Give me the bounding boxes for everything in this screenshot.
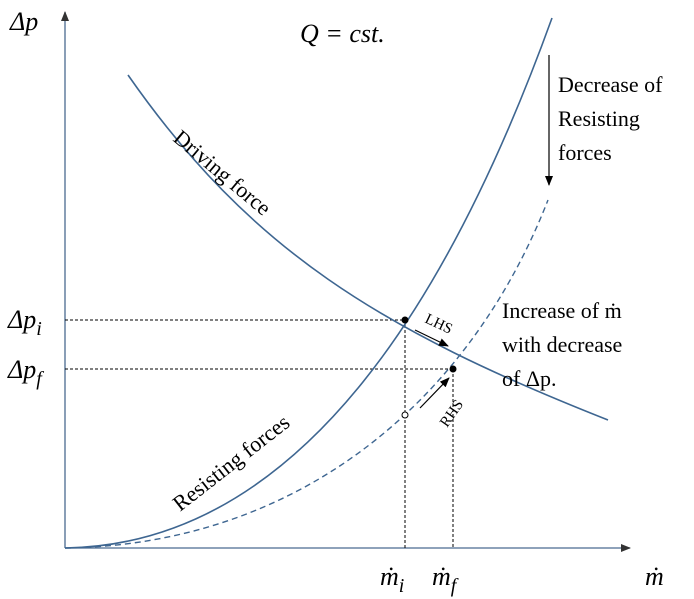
lhs-arrow <box>414 329 449 347</box>
title: Q = cst. <box>300 19 385 48</box>
dp-i-label: Δpi <box>7 305 42 340</box>
decrease-line: Decrease of <box>558 72 663 97</box>
guides <box>65 319 454 548</box>
y-axis-label: Δp <box>9 7 38 36</box>
point-final <box>449 365 457 373</box>
rhs-arrow <box>419 377 450 409</box>
increase-line: of Δp. <box>502 366 556 391</box>
driving-label: Driving force <box>169 125 276 221</box>
m-f-label: ṁf <box>432 562 459 597</box>
decrease-line: forces <box>558 140 612 165</box>
m-i-label: ṁi <box>380 562 404 597</box>
decrease-line: Resisting <box>558 106 640 131</box>
increase-line: with decrease <box>502 332 622 357</box>
resisting-curve <box>64 17 553 549</box>
dp-f-label: Δpf <box>7 355 44 390</box>
lhs-label: LHS <box>422 311 454 337</box>
point-initial <box>401 316 409 324</box>
x-axis-label: ṁ <box>645 562 664 591</box>
point-open <box>401 411 409 419</box>
rhs-label: RHS <box>437 397 467 430</box>
driving-curve <box>127 74 609 421</box>
increase-line: Increase of ṁ <box>502 298 622 323</box>
resisting-curve-reduced <box>64 199 549 549</box>
